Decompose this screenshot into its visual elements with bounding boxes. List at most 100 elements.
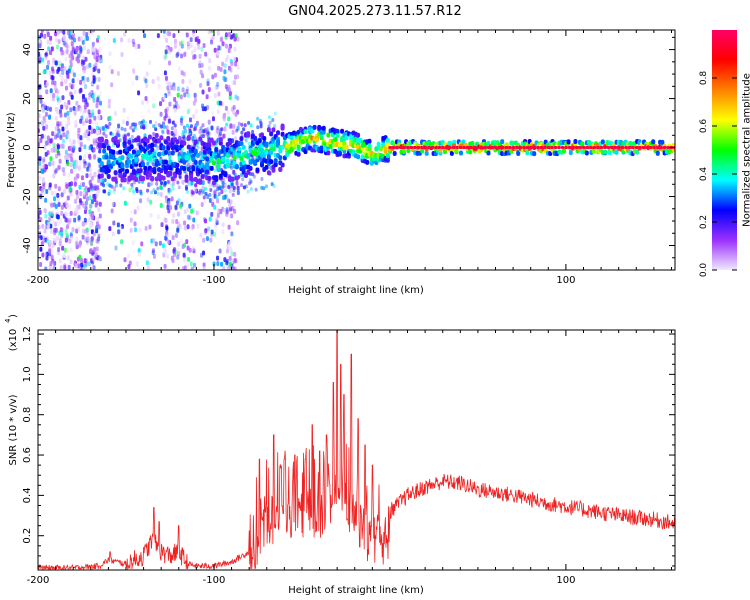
heatmap-cell	[232, 105, 236, 111]
heatmap-cell	[93, 115, 97, 121]
heatmap-cell	[184, 128, 188, 134]
y-tick-label: -20	[22, 188, 33, 204]
heatmap-cell	[154, 241, 158, 247]
heatmap-cell	[179, 94, 183, 100]
heatmap-cell	[459, 150, 464, 156]
heatmap-cell	[68, 204, 72, 210]
heatmap-cell	[223, 172, 228, 178]
heatmap-cell	[122, 140, 127, 146]
heatmap-cell	[143, 120, 147, 125]
heatmap-cell	[486, 150, 491, 156]
heatmap-cell	[260, 162, 265, 168]
heatmap-cell	[137, 43, 141, 49]
y-tick-label: 1.0	[22, 366, 33, 382]
heatmap-cell	[217, 91, 221, 97]
heatmap-cell	[168, 171, 173, 177]
heatmap-cell	[264, 150, 269, 156]
heatmap-cell	[205, 156, 210, 162]
heatmap-cell	[89, 203, 93, 209]
heatmap-cell	[179, 203, 183, 209]
heatmap-cell	[133, 125, 137, 130]
heatmap-cell	[186, 214, 190, 220]
heatmap-cell	[166, 129, 170, 135]
heatmap-cell	[208, 197, 212, 203]
heatmap-cell	[81, 39, 85, 45]
heatmap-cell	[62, 30, 66, 35]
heatmap-cell	[232, 109, 236, 115]
heatmap-cell	[340, 128, 345, 134]
heatmap-cell	[81, 55, 85, 61]
heatmap-cell	[186, 140, 190, 146]
heatmap-cell	[96, 125, 100, 131]
heatmap-cell	[157, 123, 161, 128]
heatmap-cell	[153, 143, 157, 148]
heatmap-cell	[176, 254, 180, 260]
heatmap-cell	[70, 168, 74, 174]
heatmap-cell	[60, 192, 64, 198]
heatmap-cell	[211, 140, 216, 146]
heatmap-cell	[229, 199, 233, 205]
heatmap-cell	[120, 239, 124, 245]
heatmap-cell	[69, 210, 73, 216]
heatmap-cell	[62, 40, 66, 46]
heatmap-cell	[237, 152, 242, 158]
heatmap-cell	[218, 248, 222, 254]
heatmap-cell	[228, 261, 232, 267]
heatmap-cell	[38, 156, 42, 162]
heatmap-cell	[228, 203, 232, 209]
heatmap-cell	[193, 187, 197, 193]
heatmap-cell	[127, 37, 131, 43]
heatmap-cell	[137, 248, 141, 254]
heatmap-cell	[87, 109, 91, 115]
heatmap-cell	[216, 50, 220, 56]
heatmap-cell	[344, 135, 349, 141]
heatmap-cell	[61, 126, 65, 132]
heatmap-cell	[67, 116, 71, 122]
heatmap-cell	[296, 144, 301, 150]
heatmap-cell	[143, 133, 147, 138]
heatmap-cell	[174, 204, 178, 210]
heatmap-cell	[85, 32, 89, 38]
heatmap-cell	[44, 163, 48, 169]
heatmap-cell	[211, 111, 215, 117]
heatmap-cell	[266, 153, 271, 159]
heatmap-cell	[177, 197, 181, 203]
heatmap-cell	[123, 257, 127, 263]
heatmap-cell	[79, 142, 83, 148]
heatmap-cell	[437, 146, 442, 150]
heatmap-cell	[54, 31, 58, 37]
heatmap-cell	[490, 146, 494, 150]
snr-series-line	[38, 330, 675, 570]
heatmap-cell	[74, 263, 78, 269]
heatmap-cell	[50, 243, 54, 249]
heatmap-cell	[98, 149, 102, 154]
heatmap-cell	[224, 194, 228, 199]
heatmap-cell	[321, 129, 326, 135]
heatmap-cell	[222, 114, 226, 120]
heatmap-cell	[82, 190, 86, 196]
heatmap-cell	[208, 192, 212, 197]
heatmap-cell	[39, 216, 43, 222]
heatmap-cell	[138, 167, 143, 173]
heatmap-cell	[150, 147, 155, 153]
heatmap-cell	[54, 183, 58, 189]
heatmap-cell	[157, 151, 162, 157]
heatmap-cell	[223, 69, 227, 75]
heatmap-cell	[84, 56, 88, 62]
figure-title: GN04.2025.273.11.57.R12	[288, 4, 462, 19]
heatmap-cell	[84, 84, 88, 90]
heatmap-cell	[234, 163, 239, 169]
heatmap-cell	[257, 138, 262, 144]
heatmap-cell	[41, 57, 45, 63]
heatmap-cell	[78, 254, 82, 260]
colorbar-gradient	[712, 30, 737, 270]
heatmap-cell	[146, 265, 150, 270]
heatmap-cell	[57, 246, 61, 252]
heatmap-cell	[163, 150, 168, 156]
heatmap-cell	[113, 111, 117, 117]
heatmap-cell	[181, 79, 185, 85]
heatmap-cell	[40, 133, 44, 139]
heatmap-cell	[165, 125, 169, 131]
heatmap-cell	[164, 249, 168, 255]
heatmap-cell	[205, 127, 209, 132]
